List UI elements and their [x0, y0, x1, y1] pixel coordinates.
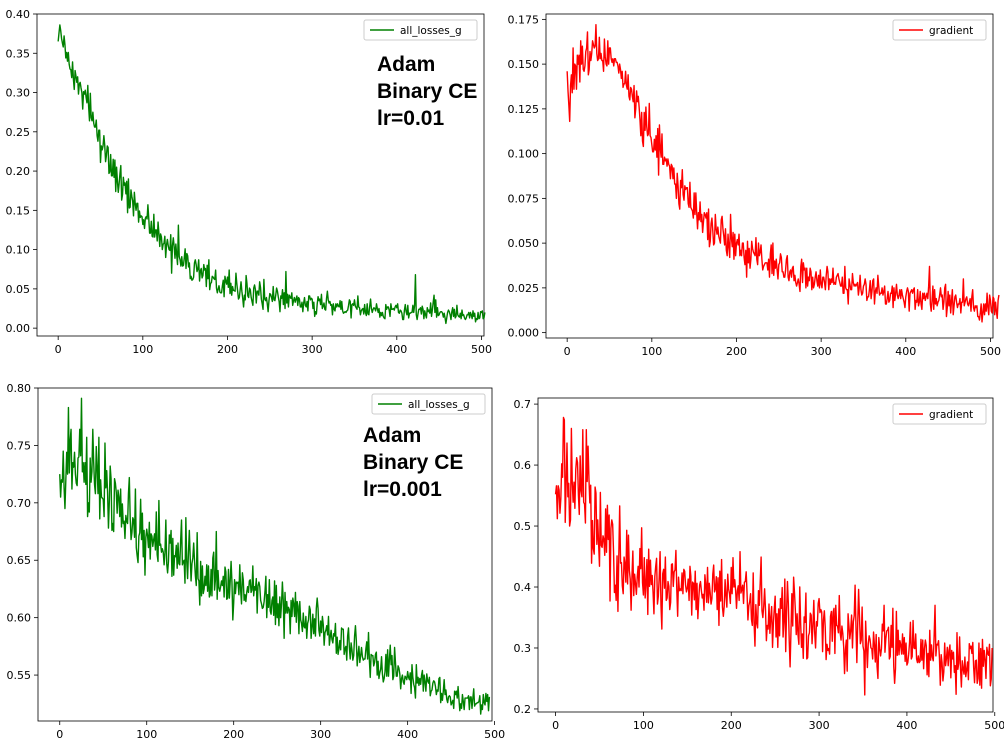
annotation-block-top: Adam Binary CE lr=0.01	[377, 51, 477, 132]
series-line-all-losses-g	[59, 397, 491, 715]
x-tick-label: 0	[564, 345, 571, 358]
y-tick-label: 0.10	[6, 244, 31, 257]
y-tick-label: 0.70	[7, 497, 32, 510]
legend-label: gradient	[929, 25, 973, 37]
y-tick-label: 0.075	[508, 192, 540, 205]
y-tick-label: 0.150	[508, 58, 540, 71]
y-tick-label: 0.00	[6, 322, 31, 335]
x-tick-label: 400	[895, 345, 916, 358]
chart-panel-3: 0 100 200 300 400 500 0.55 0.60 0.65 0.70 0.75 0.80…	[7, 382, 506, 741]
annotation-optimizer: Adam	[363, 424, 422, 447]
legend-box	[892, 19, 987, 41]
y-tick-label: 0.75	[7, 439, 32, 452]
y-tick-label: 0.05	[6, 283, 31, 296]
x-tick-label: 300	[310, 728, 331, 741]
y-tick-label: 0.55	[7, 669, 32, 682]
y-tick-label: 0.20	[6, 165, 31, 178]
x-tick-label: 300	[809, 719, 830, 732]
y-tick-label: 0.80	[7, 382, 32, 395]
legend-box	[892, 403, 987, 425]
x-tick-label: 200	[223, 728, 244, 741]
y-tick-label: 0.5	[514, 520, 532, 533]
legend-label: all_losses_g	[408, 399, 470, 411]
x-tick-label: 500	[484, 728, 505, 741]
y-tick-label: 0.4	[514, 581, 532, 594]
x-tick-label: 200	[726, 345, 747, 358]
series-line-gradient	[554, 416, 993, 696]
annotation-optimizer: Adam	[377, 53, 436, 76]
y-tick-label: 0.000	[508, 327, 540, 340]
x-tick-label: 100	[641, 345, 662, 358]
annotation-loss: Binary CE	[363, 451, 464, 474]
x-tick-label: 200	[721, 719, 742, 732]
legend: all_losses_g	[371, 393, 486, 415]
y-tick-label: 0.3	[514, 642, 532, 655]
y-tick-label: 0.2	[514, 703, 532, 716]
y-tick-label: 0.7	[514, 398, 532, 411]
y-tick-label: 0.175	[508, 13, 540, 26]
y-tick-label: 0.6	[514, 459, 532, 472]
legend-box	[371, 393, 486, 415]
y-tick-label: 0.25	[6, 126, 31, 139]
annotation-learning-rate: lr=0.01	[377, 107, 445, 130]
x-tick-label: 500	[980, 345, 1001, 358]
x-tick-label: 300	[302, 343, 323, 356]
y-tick-label: 0.125	[508, 103, 540, 116]
x-tick-label: 400	[386, 343, 407, 356]
legend-box	[363, 19, 478, 41]
x-tick-label: 400	[896, 719, 917, 732]
y-tick-label: 0.40	[6, 8, 31, 21]
plot-area-frame	[537, 397, 994, 713]
legend: gradient	[892, 19, 987, 41]
chart-panel-1: 0 100 200 300 400 500 0.00 0.05 0.10 0.15 0.20 0.25…	[6, 8, 492, 356]
x-tick-label: 400	[397, 728, 418, 741]
x-tick-label: 100	[136, 728, 157, 741]
x-tick-label: 0	[55, 343, 62, 356]
annotation-learning-rate: lr=0.001	[363, 478, 442, 501]
y-tick-label: 0.025	[508, 282, 540, 295]
y-tick-label: 0.100	[508, 148, 540, 161]
series-line-gradient	[566, 24, 1000, 323]
x-tick-label: 500	[984, 719, 1004, 732]
x-tick-label: 100	[633, 719, 654, 732]
x-tick-label: 500	[471, 343, 492, 356]
y-tick-label: 0.30	[6, 87, 31, 100]
y-tick-label: 0.65	[7, 554, 32, 567]
y-tick-label: 0.60	[7, 612, 32, 625]
x-tick-label: 100	[132, 343, 153, 356]
legend-label: gradient	[929, 409, 973, 421]
x-tick-label: 300	[811, 345, 832, 358]
y-tick-label: 0.050	[508, 237, 540, 250]
annotation-loss: Binary CE	[377, 80, 478, 103]
chart-panel-4: 0 100 200 300 400 500 0.2 0.3 0.4 0.5 0.6 0.7 gradie…	[514, 397, 1004, 732]
legend: gradient	[892, 403, 987, 425]
x-tick-label: 0	[56, 728, 63, 741]
y-tick-label: 0.15	[6, 204, 31, 217]
legend: all_losses_g	[363, 19, 478, 41]
annotation-block-bottom: Adam Binary CE lr=0.001	[363, 422, 463, 503]
y-tick-label: 0.35	[6, 47, 31, 60]
x-tick-label: 0	[552, 719, 559, 732]
series-line-all-losses-g	[57, 24, 486, 325]
chart-panel-2: 0 100 200 300 400 500 0.000 0.025 0.050 0.075 0.10…	[508, 13, 1001, 358]
x-tick-label: 200	[217, 343, 238, 356]
legend-label: all_losses_g	[400, 25, 462, 37]
